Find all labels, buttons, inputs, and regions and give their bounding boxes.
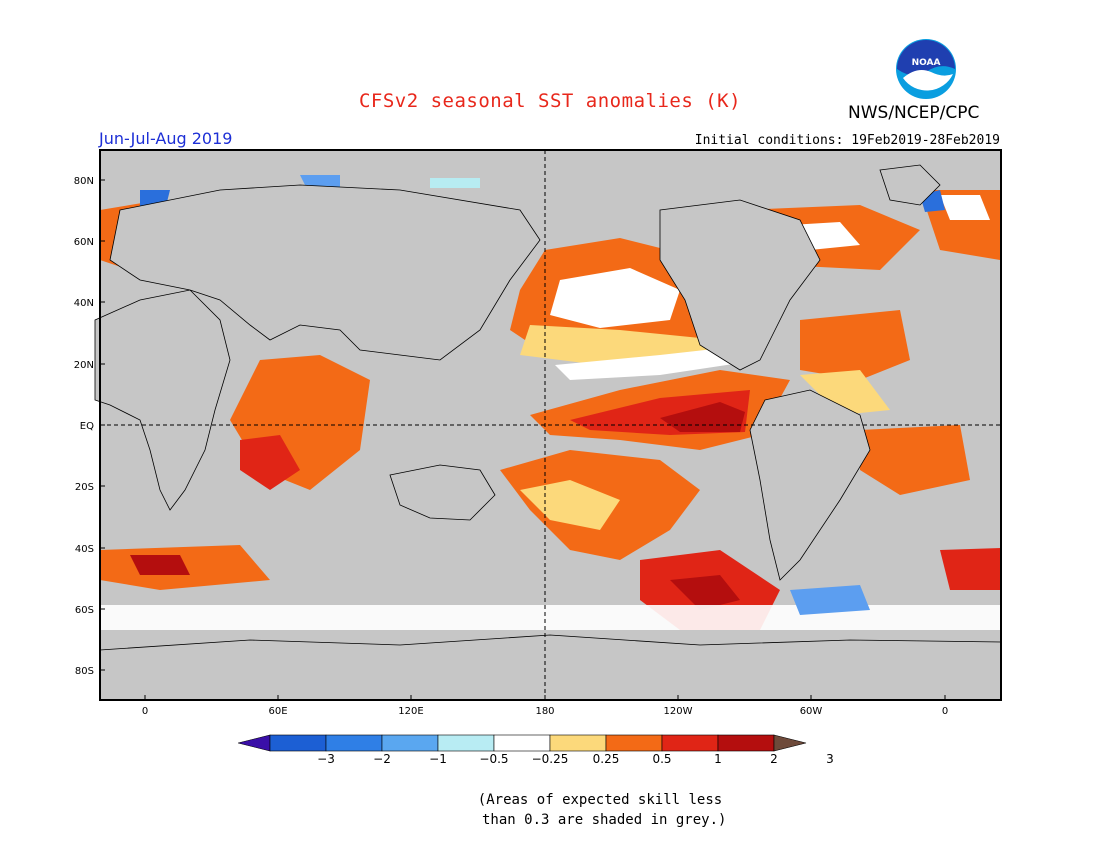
- latitude-ticks: 80N 60N 40N 20N EQ 20S 40S 60S 80S: [74, 176, 105, 677]
- africa-outline: [94, 289, 231, 511]
- skill-note: (Areas of expected skill less than 0.3 a…: [477, 792, 727, 828]
- colorbar-label: −0.5: [479, 752, 509, 766]
- colorbar-swatch: [549, 734, 607, 752]
- colorbar-swatch: [437, 734, 495, 752]
- longitude-label: 180: [535, 706, 554, 717]
- initial-conditions-label: Initial conditions: 19Feb2019-28Feb2019: [694, 133, 1000, 148]
- longitude-label: 0: [942, 706, 948, 717]
- latitude-label: 60N: [74, 237, 94, 248]
- colorbar-swatch: [661, 734, 719, 752]
- svg-text:NOAA: NOAA: [912, 58, 941, 68]
- colorbar-label: 1: [714, 752, 722, 766]
- antarctica-outline: [99, 634, 1002, 701]
- longitude-label: 0: [142, 706, 148, 717]
- season-label: Jun-Jul-Aug 2019: [99, 129, 233, 148]
- continent-outlines: [94, 164, 1002, 701]
- chart-title: CFSv2 seasonal SST anomalies (K): [358, 90, 742, 112]
- anomaly-fields: [100, 175, 1001, 630]
- agency-label: NWS/NCEP/CPC: [848, 103, 980, 123]
- latitude-label: 60S: [75, 605, 94, 616]
- sst-anomaly-map: 80N 60N 40N 20N EQ 20S 40S 60S 80S 0 60E 120E 180 12…: [74, 149, 1002, 717]
- latitude-label: 40S: [75, 544, 94, 555]
- colorbar-label: −2: [373, 752, 391, 766]
- colorbar-swatch: [493, 734, 551, 752]
- colorbar-label: −3: [317, 752, 335, 766]
- latitude-label: 80N: [74, 176, 94, 187]
- colorbar-swatch: [605, 734, 663, 752]
- colorbar-label: 2: [770, 752, 778, 766]
- colorbar-swatch: [238, 734, 271, 752]
- north-america-outline: [659, 199, 821, 371]
- greenland-outline: [879, 164, 941, 206]
- latitude-label: 80S: [75, 666, 94, 677]
- colorbar-swatch: [381, 734, 439, 752]
- longitude-ticks: 0 60E 120E 180 120W 60W 0: [142, 695, 948, 717]
- eurasia-outline: [109, 184, 541, 361]
- south-america-outline: [749, 389, 871, 581]
- longitude-label: 120E: [398, 706, 423, 717]
- colorbar-label: 0.25: [592, 752, 620, 766]
- colorbar-swatch: [269, 734, 327, 752]
- colorbar-label: 0.5: [652, 752, 672, 766]
- longitude-label: 60W: [800, 706, 823, 717]
- colorbar-swatch: [325, 734, 383, 752]
- noaa-logo: NOAA: [896, 39, 956, 99]
- latitude-label: 40N: [74, 298, 94, 309]
- longitude-label: 120W: [664, 706, 693, 717]
- australia-outline: [389, 464, 496, 521]
- longitude-label: 60E: [268, 706, 287, 717]
- colorbar: [238, 734, 807, 752]
- colorbar-swatch: [717, 734, 775, 752]
- latitude-label: 20N: [74, 360, 94, 371]
- latitude-label: 20S: [75, 482, 94, 493]
- colorbar-label: −0.25: [531, 752, 569, 766]
- latitude-label: EQ: [80, 421, 94, 432]
- colorbar-label: 3: [826, 752, 834, 766]
- colorbar-swatch: [773, 734, 807, 752]
- colorbar-label: −1: [429, 752, 447, 766]
